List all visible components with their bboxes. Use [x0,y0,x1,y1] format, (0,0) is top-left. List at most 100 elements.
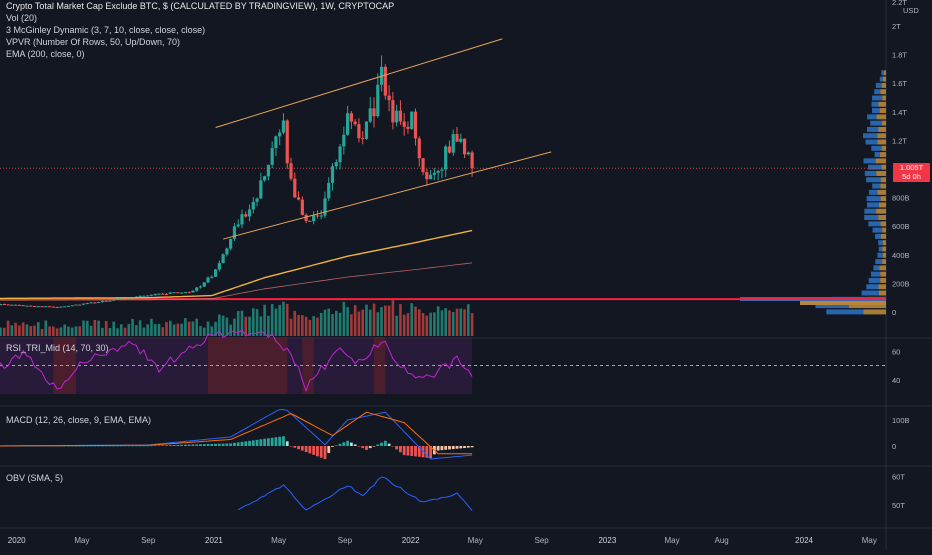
candle-body [293,178,297,198]
macd-hist-bar [266,438,270,446]
candle-body [157,293,161,295]
candle-body [153,294,157,296]
candle-body [308,220,312,222]
candle-body [229,238,233,249]
candle-body [296,197,301,200]
volume-bar [123,327,127,336]
rsi-legend[interactable]: RSI_TRI_Mid (14, 70, 30) [6,342,109,354]
candle-body [323,198,327,216]
price-tick-label: 1.2T [892,136,907,145]
price-tick-label: 1.8T [892,51,907,60]
vpvr-bar-down [880,221,886,227]
candle-body [312,215,316,222]
vpvr-bar-up [875,259,883,265]
candle-body [108,300,112,302]
volume-bar [33,325,36,336]
volume-bar [86,320,89,336]
vpvr-poc-down [800,301,886,305]
candle-body [17,304,22,306]
vpvr-bar-up [864,215,879,221]
volume-bar [233,318,236,336]
candle-body [66,305,71,307]
indicator-vpvr[interactable]: VPVR (Number Of Rows, 50, Up/Down, 70) [6,37,181,47]
macd-hist-bar [278,436,282,446]
macd-hist-bar [67,445,70,447]
candle-body [270,148,274,165]
macd-hist-bar [448,446,451,450]
macd-hist-bar [387,443,391,446]
macd-hist-bar [342,442,346,446]
volume-bar [52,326,55,336]
time-tick-label: May [664,536,679,545]
macd-hist-bar [116,445,119,447]
volume-bar [172,324,176,336]
macd-hist-bar [327,446,331,453]
candle-body [47,306,52,308]
macd-hist-bar [414,446,417,457]
vpvr-bar-up [866,202,879,208]
candle-body [447,146,452,153]
macd-hist-bar [255,439,259,446]
volume-bar [323,309,327,336]
vpvr-bar-up [864,208,877,214]
vpvr-bar-down [882,246,886,252]
vpvr-bar-down [878,215,886,221]
vpvr-bar-down [878,101,886,107]
macd-hist-bar [146,445,150,447]
volume-bar [97,320,100,336]
candle-body [32,306,37,308]
price-tick-label: 600B [892,222,910,231]
macd-hist-bar [229,443,233,446]
volume-bar [210,326,214,336]
volume-bar [263,304,266,336]
candle-body [164,293,169,295]
indicator-vol[interactable]: Vol (20) [6,13,38,23]
indicator-mcginley[interactable]: 3 McGinley Dynamic (3, 7, 10, close, clo… [6,25,206,35]
macd-hist-bar [134,445,138,447]
vpvr-bar-up [878,240,883,246]
volume-bar [372,303,376,336]
candle-body [319,215,323,217]
candle-body [161,293,165,295]
volume-bar [361,309,364,336]
volume-bar [244,316,248,336]
vpvr-bar-up [874,89,881,95]
macd-hist-bar [214,443,217,446]
macd-hist-bar [270,437,274,446]
macd-tick-label: 0 [892,442,896,451]
rsi-tick-label: 40 [892,376,900,385]
macd-legend[interactable]: MACD (12, 26, close, 9, EMA, EMA) [6,414,151,426]
macd-hist-bar [319,446,323,458]
volume-bar [59,327,63,336]
rsi-tick-label: 60 [892,347,900,356]
candle-body [376,84,380,117]
volume-bar [399,304,402,336]
candle-body [191,290,195,293]
macd-hist-bar [323,446,327,460]
macd-hist-bar [221,443,225,446]
macd-hist-bar [259,439,263,446]
obv-legend[interactable]: OBV (SMA, 5) [6,472,63,484]
candle-body [55,307,59,309]
vpvr-bar-down [875,158,886,164]
macd-hist-bar [206,444,210,446]
volume-bar [240,310,244,336]
candle-body [304,214,308,221]
macd-hist-bar [304,446,308,453]
macd-hist-bar [312,446,316,455]
indicator-ema[interactable]: EMA (200, close, 0) [6,49,85,59]
candle-body [315,215,320,217]
macd-hist-bar [334,445,338,446]
candle-body [387,95,391,101]
price-tick-label: 800B [892,194,910,203]
macd-hist-bar [410,446,414,456]
volume-bar [455,308,459,336]
macd-hist-bar [187,444,191,446]
candle-body [266,164,270,177]
candles [0,55,474,309]
time-tick-label: Sep [535,536,550,545]
macd-hist-bar [372,446,376,447]
macd-hist-bar [263,438,267,446]
